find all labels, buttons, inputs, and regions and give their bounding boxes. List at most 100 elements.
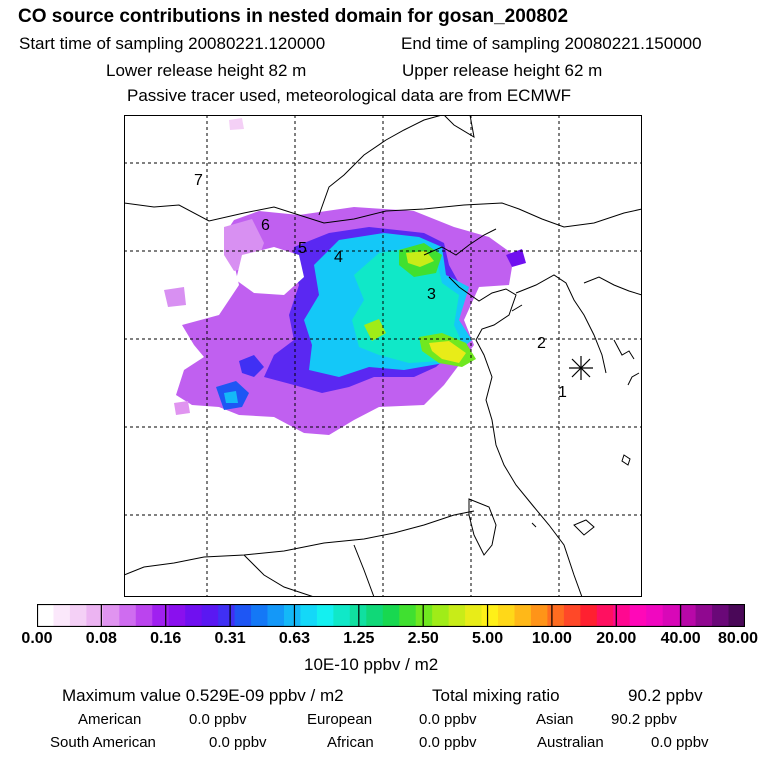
colorbar-cell: [168, 604, 186, 627]
marker-label-6: 6: [261, 217, 270, 234]
marker-label-7: 7: [194, 172, 203, 189]
color-scale-bar: [37, 604, 745, 627]
colorbar-cell: [102, 604, 120, 627]
colorbar-tick-label: 1.25: [343, 630, 375, 647]
region-african-label: African: [327, 734, 374, 751]
region-south-american-label: South American: [50, 734, 156, 751]
colorbar-tick-label: 5.00: [471, 630, 504, 647]
colorbar-cell: [432, 604, 450, 627]
colorbar-cell: [415, 604, 433, 627]
colorbar-cell: [300, 604, 318, 627]
field-scatter-2: [229, 118, 244, 130]
field-lightblue-southwest: [224, 391, 238, 403]
concentration-map: 1 2 3 4 5 6 7: [124, 115, 642, 597]
colorbar-cell: [629, 604, 647, 627]
field-scatter-4: [174, 401, 190, 415]
colorbar-cell: [646, 604, 664, 627]
start-time-label: Start time of sampling 20080221.120000: [19, 34, 326, 53]
region-south-american-value: 0.0 ppbv: [209, 734, 267, 751]
colorbar-cell: [267, 604, 285, 627]
region-australian-label: Australian: [537, 734, 604, 751]
field-scatter-1: [164, 287, 186, 307]
colorbar-cell: [530, 604, 549, 627]
colorbar-tick-label: 0.31: [214, 630, 246, 647]
colorbar-cell: [580, 604, 598, 627]
coastlines: [124, 115, 642, 597]
marker-label-1: 1: [558, 384, 567, 401]
colorbar-tick-label: 10.00: [531, 630, 572, 647]
region-asian-value: 90.2 ppbv: [611, 711, 677, 728]
colorbar-cell: [695, 604, 713, 627]
colorbar-cell: [366, 604, 384, 627]
field-white-hole: [236, 247, 304, 295]
region-asian-label: Asian: [536, 711, 574, 728]
end-time-label: End time of sampling 20080221.150000: [401, 34, 702, 53]
colorbar-cell: [69, 604, 87, 627]
colorbar-tick-label: 40.00: [660, 630, 701, 647]
concentration-field: [164, 118, 526, 435]
lower-release-label: Lower release height 82 m: [106, 61, 307, 80]
colorbar-cell: [514, 604, 532, 627]
colorbar-tick-label: 0.63: [278, 630, 311, 647]
colorbar-cell: [152, 604, 170, 627]
colorbar-tick-label: 0.08: [85, 630, 117, 647]
colorbar-cell: [135, 604, 153, 627]
region-european-value: 0.0 ppbv: [419, 711, 477, 728]
colorbar-cell: [218, 604, 236, 627]
field-yellow-south: [429, 341, 466, 363]
colorbar-cell: [448, 604, 466, 627]
colorbar-cell: [662, 604, 680, 627]
colorbar-cell: [316, 604, 334, 627]
colorbar-cell: [119, 604, 137, 627]
colorbar-cell: [465, 604, 483, 627]
colorbar-cell: [399, 604, 417, 627]
colorbar-cell: [185, 604, 203, 627]
colorbar-cell: [234, 604, 252, 627]
marker-label-3: 3: [427, 286, 436, 303]
marker-label-5: 5: [298, 240, 307, 257]
marker-label-2: 2: [537, 335, 546, 352]
tracer-note: Passive tracer used, meteorological data…: [127, 86, 572, 105]
colorbar-cell: [86, 604, 104, 627]
marker-label-4: 4: [334, 249, 343, 266]
colorbar-tick-label: 20.00: [596, 630, 637, 647]
colorbar-cell: [547, 604, 565, 627]
colorbar-cell: [53, 604, 71, 627]
colorbar-cell: [382, 604, 400, 627]
station-marker-icon: [569, 356, 593, 380]
colorbar-cell: [728, 604, 745, 627]
field-blue-patch: [239, 355, 264, 377]
colorbar-cell: [613, 604, 631, 627]
colorbar-cell: [283, 604, 302, 627]
colorbar-cell: [498, 604, 516, 627]
field-scatter-3: [506, 249, 526, 267]
colorbar-cell: [333, 604, 351, 627]
colorbar-tick-label: 0.16: [150, 630, 182, 647]
colorbar-tick-label: 80.00: [717, 630, 759, 647]
region-australian-value: 0.0 ppbv: [651, 734, 709, 751]
field-yellow-north: [406, 251, 434, 267]
colorbar-tick-label: 0.00: [21, 630, 53, 647]
colorbar-cell: [596, 604, 614, 627]
upper-release-label: Upper release height 62 m: [402, 61, 603, 80]
colorbar-cell: [563, 604, 581, 627]
colorbar-tick-label: 2.50: [407, 630, 439, 647]
colorbar-unit: 10E-10 ppbv / m2: [304, 655, 439, 674]
region-european-label: European: [307, 711, 373, 728]
colorbar-cell: [481, 604, 499, 627]
region-african-value: 0.0 ppbv: [419, 734, 477, 751]
total-mixing-value: 90.2 ppbv: [628, 686, 703, 705]
graticule: [124, 115, 642, 597]
colorbar-cell: [251, 604, 269, 627]
field-green-center: [364, 319, 386, 341]
maximum-value-label: Maximum value 0.529E-09 ppbv / m2: [62, 686, 344, 705]
colorbar-cell: [201, 604, 219, 627]
map-title: CO source contributions in nested domain…: [18, 6, 569, 27]
total-mixing-label: Total mixing ratio: [432, 686, 560, 705]
colorbar-cell: [37, 604, 55, 627]
colorbar-cell: [712, 604, 730, 627]
colorbar-cell: [679, 604, 697, 627]
map-frame: [124, 115, 642, 597]
region-american-value: 0.0 ppbv: [189, 711, 247, 728]
region-american-label: American: [78, 711, 142, 728]
